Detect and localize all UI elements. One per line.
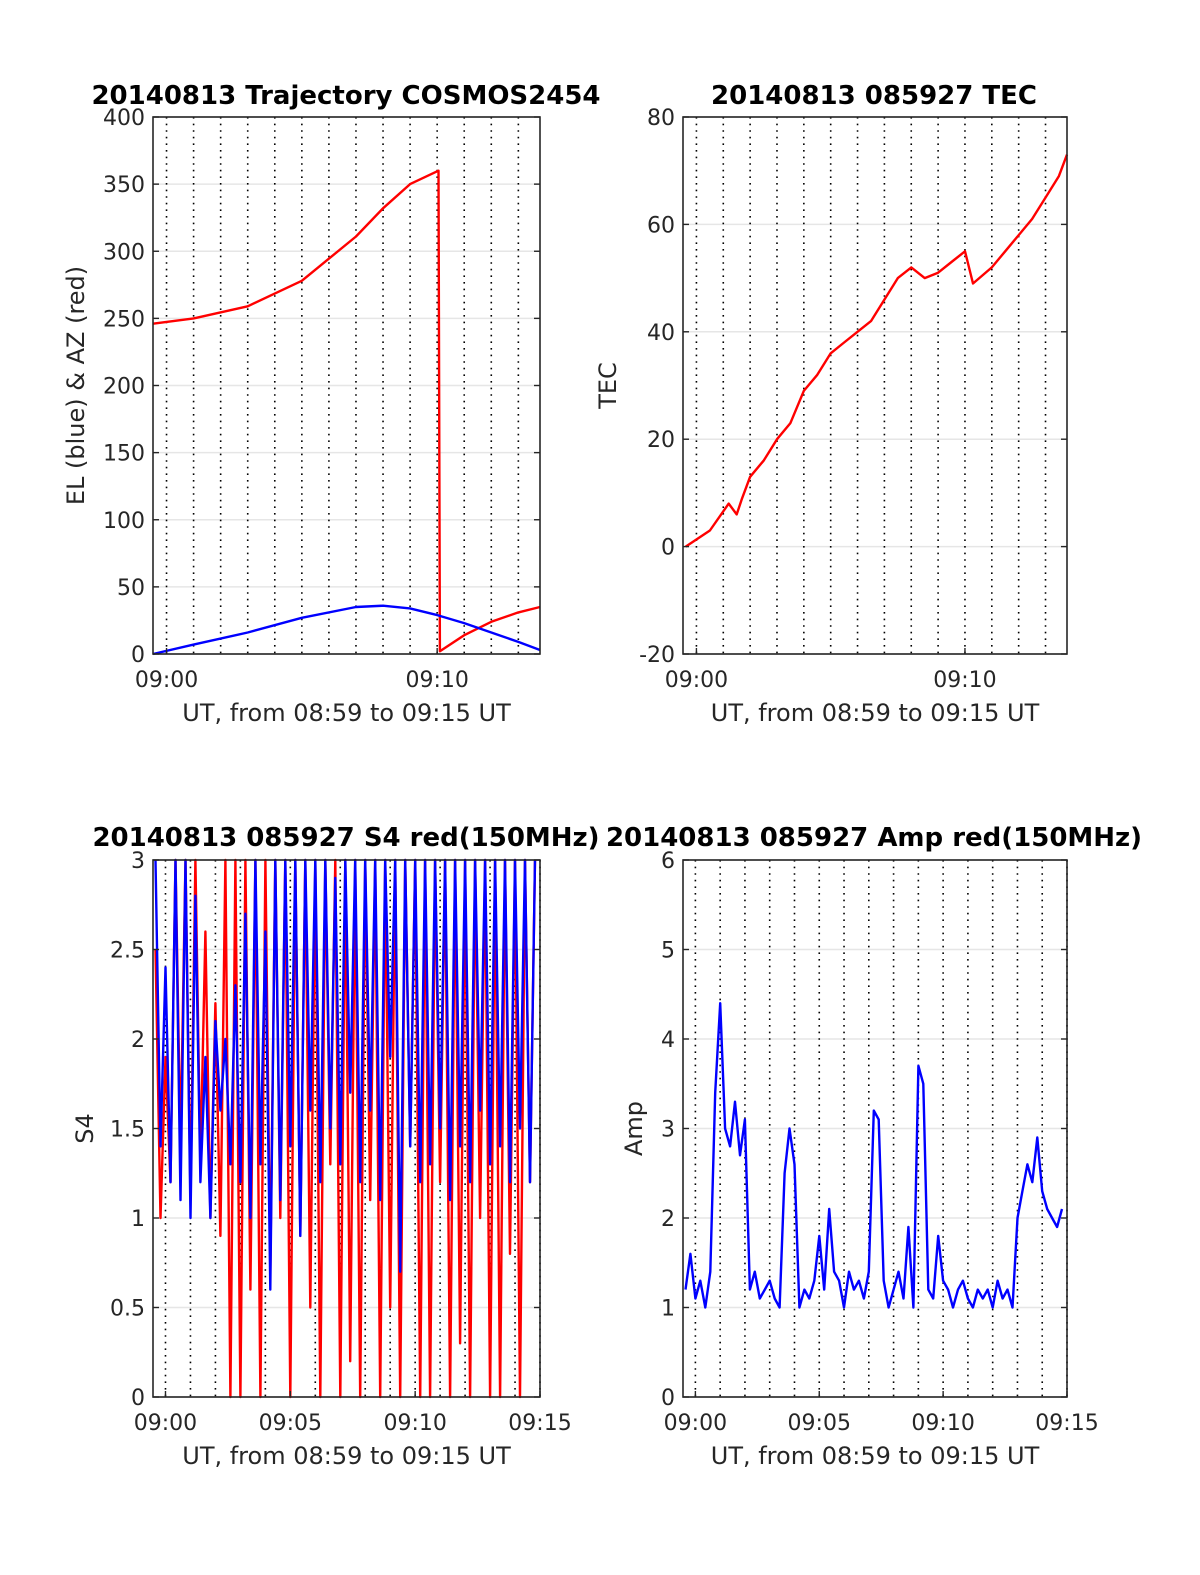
x-tick-label: 09:10 — [383, 1411, 446, 1436]
series-line-1 — [152, 169, 541, 653]
series-line-2 — [152, 604, 541, 656]
x-tick-label: 09:10 — [911, 1411, 974, 1436]
y-tick-label: 2 — [131, 1028, 145, 1053]
y-tick-label: 1 — [661, 1297, 675, 1322]
x-axis-label: UT, from 08:59 to 09:15 UT — [711, 1442, 1040, 1470]
axes-box — [682, 116, 1068, 655]
y-tick-label: 200 — [103, 375, 145, 400]
y-tick-label: 40 — [647, 321, 675, 346]
y-tick-label: 4 — [661, 1028, 675, 1053]
y-tick-label: 150 — [103, 442, 145, 467]
y-tick-label: 3 — [661, 1118, 675, 1143]
y-tick-label: 6 — [661, 849, 675, 874]
x-tick-label: 09:05 — [788, 1411, 851, 1436]
y-tick-label: 300 — [103, 240, 145, 265]
chart-title: 20140813 085927 TEC — [711, 81, 1037, 111]
series-line-1 — [684, 1002, 1064, 1309]
y-tick-label: 80 — [647, 106, 675, 131]
x-axis-label: UT, from 08:59 to 09:15 UT — [182, 699, 511, 727]
x-tick-label: 09:10 — [405, 668, 468, 693]
x-axis-label: UT, from 08:59 to 09:15 UT — [711, 699, 1040, 727]
chart-title: 20140813 085927 Amp red(150MHz) — [606, 823, 1142, 853]
x-tick-label: 09:15 — [508, 1411, 571, 1436]
y-tick-label: 2.5 — [110, 939, 145, 964]
x-tick-label: 09:00 — [665, 668, 728, 693]
y-tick-label: 350 — [103, 173, 145, 198]
y-tick-label: 0 — [661, 1386, 675, 1411]
y-tick-label: 0 — [131, 1386, 145, 1411]
y-tick-label: 400 — [103, 106, 145, 131]
x-tick-label: 09:00 — [135, 668, 198, 693]
y-axis-label: Amp — [620, 1101, 648, 1156]
y-tick-label: 1.5 — [110, 1118, 145, 1143]
y-tick-label: 0 — [661, 536, 675, 561]
y-axis-label: S4 — [71, 1113, 99, 1144]
y-tick-label: 60 — [647, 213, 675, 238]
x-axis-label: UT, from 08:59 to 09:15 UT — [182, 1442, 511, 1470]
chart-panel-2: -20 0 20 40 60 80 09:00 09:10 20140813 085927 TE… — [594, 81, 1069, 727]
y-tick-label: 0 — [131, 643, 145, 668]
y-tick-label: 20 — [647, 428, 675, 453]
chart-panel-3: 0 0.5 1 1.5 2 2.5 3 09:00 09:05 09:10 09:15 2014081… — [71, 823, 600, 1470]
y-tick-label: 3 — [131, 849, 145, 874]
y-tick-label: 5 — [661, 939, 675, 964]
x-tick-label: 09:00 — [664, 1411, 727, 1436]
y-axis-label: EL (blue) & AZ (red) — [62, 266, 90, 505]
y-tick-label: 250 — [103, 307, 145, 332]
x-tick-label: 09:05 — [259, 1411, 322, 1436]
chart-panel-1: 0 50 100 150 200 250 300 350 400 09:00 09:10 201408… — [62, 81, 601, 727]
y-tick-label: 2 — [661, 1207, 675, 1232]
y-tick-label: 50 — [117, 576, 145, 601]
chart-title: 20140813 Trajectory COSMOS2454 — [91, 81, 600, 111]
chart-panel-4: 0 1 2 3 4 5 6 09:00 09:05 09:10 09:15 20140813 0859… — [606, 823, 1142, 1470]
y-tick-label: -20 — [639, 643, 675, 668]
y-tick-label: 100 — [103, 509, 145, 534]
y-tick-label: 1 — [131, 1207, 145, 1232]
x-tick-label: 09:00 — [134, 1411, 197, 1436]
y-axis-label: TEC — [594, 362, 622, 410]
x-tick-label: 09:10 — [933, 668, 996, 693]
chart-title: 20140813 085927 S4 red(150MHz) — [92, 823, 599, 853]
y-tick-label: 0.5 — [110, 1297, 145, 1322]
series-line-1 — [685, 154, 1069, 548]
x-tick-label: 09:15 — [1035, 1411, 1098, 1436]
